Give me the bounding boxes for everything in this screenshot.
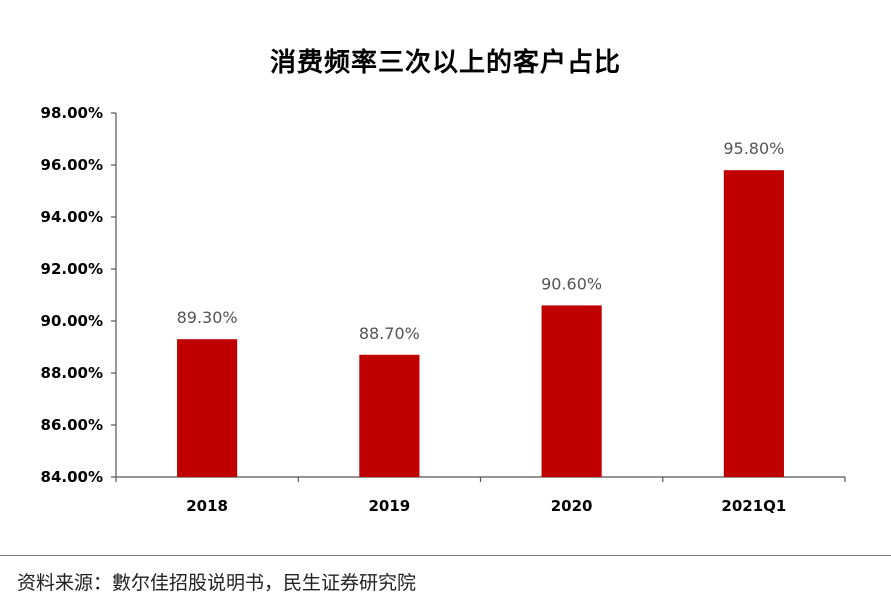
- source-note: 资料来源：數尔佳招股说明书，民生证券研究院: [17, 572, 417, 594]
- data-label: 89.30%: [177, 308, 238, 327]
- bar: [723, 170, 784, 477]
- y-axis: 84.00% 86.00% 88.00% 90.00% 92.00% 94.00% 96.0…: [41, 104, 117, 486]
- y-tick-label: 96.00%: [41, 156, 103, 174]
- x-tick-label: 2021Q1: [721, 497, 786, 515]
- y-tick-label: 98.00%: [41, 104, 103, 122]
- bar: [359, 354, 420, 477]
- data-labels: 89.30% 88.70% 90.60% 95.80%: [177, 139, 785, 343]
- y-tick-label: 94.00%: [41, 208, 103, 226]
- y-tick-label: 90.00%: [41, 312, 103, 330]
- bar: [541, 305, 602, 477]
- y-tick-label: 88.00%: [41, 364, 103, 382]
- data-label: 90.60%: [541, 274, 602, 293]
- y-tick-label: 92.00%: [41, 260, 103, 278]
- bars: [177, 170, 784, 477]
- footer-divider: [0, 555, 891, 556]
- x-axis: 2018 2019 2020 2021Q1: [115, 476, 846, 515]
- x-tick-label: 2018: [186, 497, 228, 515]
- y-tick-label: 84.00%: [41, 468, 103, 486]
- bar: [177, 339, 238, 477]
- data-label: 88.70%: [359, 324, 420, 343]
- y-tick-label: 86.00%: [41, 416, 103, 434]
- x-tick-label: 2019: [369, 497, 411, 515]
- x-tick-label: 2020: [551, 497, 593, 515]
- bar-chart: 84.00% 86.00% 88.00% 90.00% 92.00% 94.00% 96.0…: [41, 104, 846, 515]
- data-label: 95.80%: [723, 139, 784, 158]
- chart-title: 消费频率三次以上的客户占比: [269, 48, 621, 78]
